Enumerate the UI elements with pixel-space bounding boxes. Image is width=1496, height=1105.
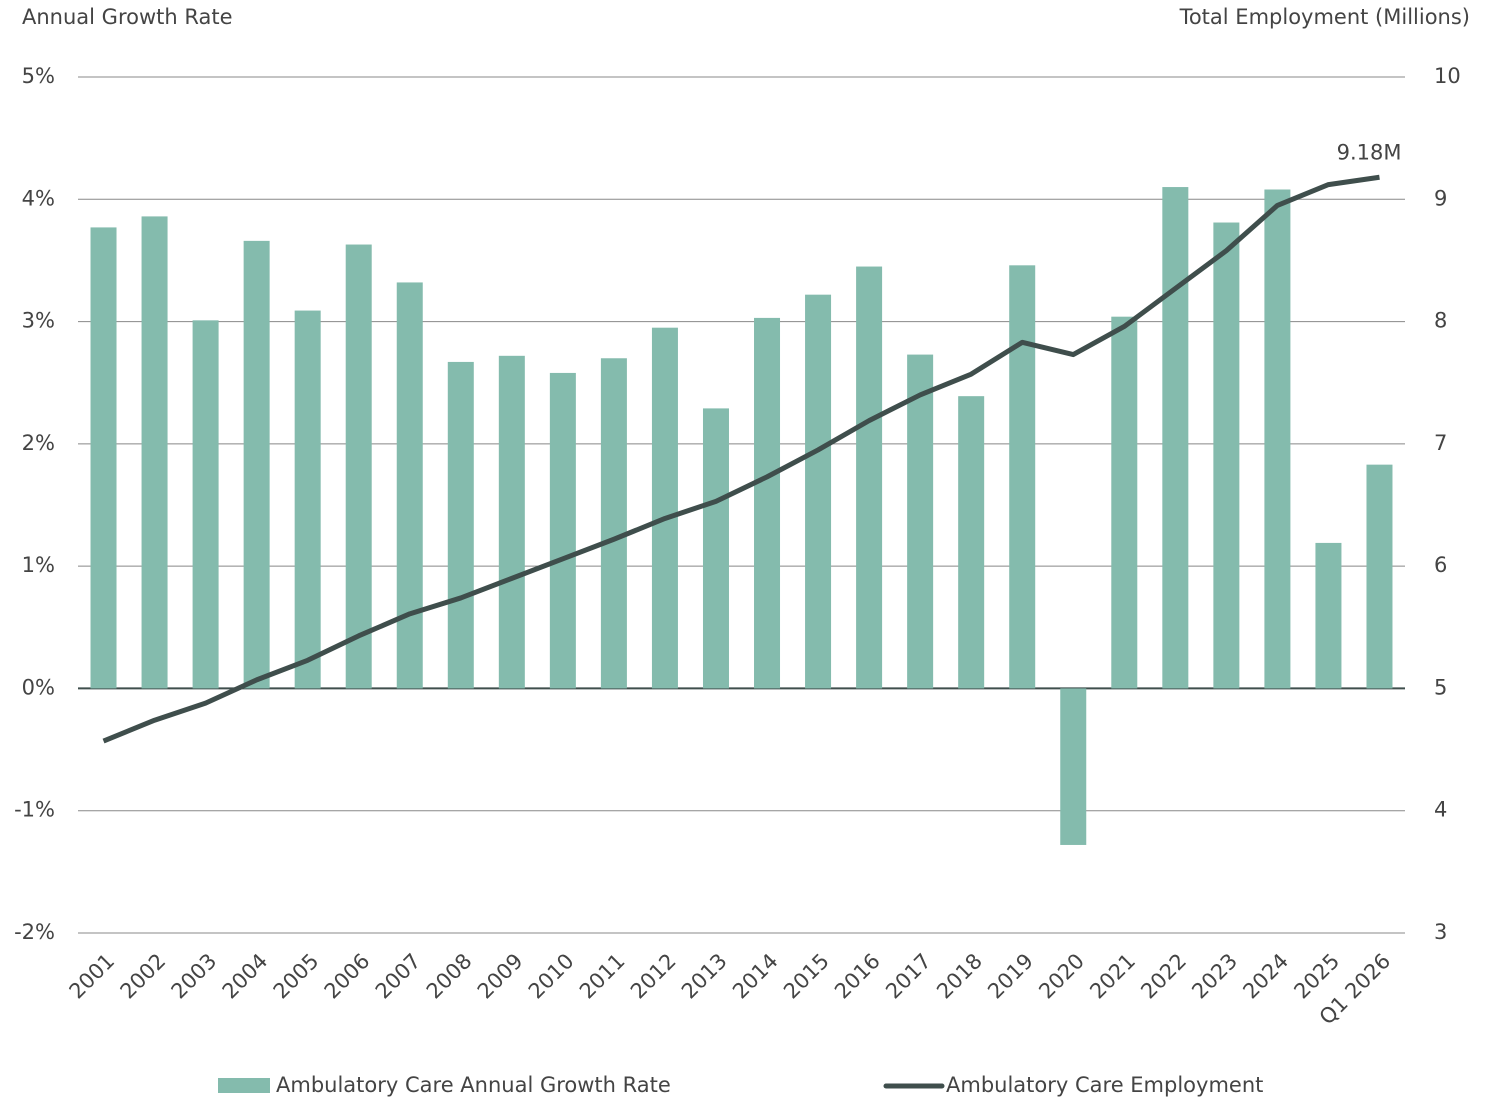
x-tick-label: 2022 — [1136, 949, 1191, 1004]
x-tick-label: 2017 — [881, 949, 936, 1004]
x-tick-label: 2007 — [371, 949, 426, 1004]
legend-swatch — [218, 1078, 270, 1093]
x-tick-label: 2014 — [728, 949, 783, 1004]
bar — [856, 266, 883, 689]
y-tick-label: 5% — [22, 64, 55, 88]
x-tick-label: 2009 — [473, 949, 528, 1004]
x-tick-label: 2019 — [983, 949, 1038, 1004]
y2-axis-title: Total Employment (Millions) — [1179, 5, 1470, 29]
x-tick-label: 2004 — [218, 949, 273, 1004]
x-tick-label: 2023 — [1187, 949, 1242, 1004]
y2-tick-label: 9 — [1434, 186, 1447, 210]
bar — [447, 361, 474, 689]
x-tick-label: 2001 — [65, 949, 120, 1004]
x-tick-label: 2012 — [626, 949, 681, 1004]
y-tick-label: 3% — [22, 309, 55, 333]
x-tick-label: 2015 — [779, 949, 834, 1004]
bar — [294, 310, 321, 689]
x-tick-label: 2024 — [1238, 949, 1293, 1004]
y-axis-title: Annual Growth Rate — [22, 5, 233, 29]
bar — [345, 244, 372, 689]
bar — [141, 216, 168, 689]
x-tick-label: 2008 — [422, 949, 477, 1004]
bar — [90, 227, 117, 689]
x-tick-label: 2003 — [167, 949, 222, 1004]
bar — [651, 327, 678, 689]
y-tick-label: 1% — [22, 553, 55, 577]
bar — [1366, 464, 1393, 689]
x-tick-label: 2002 — [116, 949, 171, 1004]
x-tick-label: 2011 — [575, 949, 630, 1004]
x-tick-label: 2006 — [320, 949, 375, 1004]
bar — [754, 317, 781, 689]
x-tick-label: 2013 — [677, 949, 732, 1004]
line — [102, 174, 1380, 744]
y2-tick-label: 6 — [1434, 553, 1447, 577]
bar — [958, 396, 985, 689]
bar — [1009, 265, 1036, 689]
y2-tick-label: 5 — [1434, 675, 1447, 699]
bar — [192, 320, 219, 689]
y2-tick-label: 8 — [1434, 309, 1447, 333]
y-tick-label: 0% — [22, 675, 55, 699]
y2-tick-label: 7 — [1434, 431, 1447, 455]
y2-tick-label: 3 — [1434, 920, 1447, 944]
x-tick-label: 2010 — [524, 949, 579, 1004]
legend-label: Ambulatory Care Employment — [946, 1073, 1263, 1097]
x-tick-label: 2016 — [830, 949, 885, 1004]
bar — [1162, 187, 1189, 689]
bar — [396, 282, 423, 689]
y-tick-label: 2% — [22, 431, 55, 455]
bar — [1213, 222, 1240, 689]
bar — [805, 294, 832, 689]
data-label: 9.18M — [1337, 140, 1402, 164]
y2-tick-label: 10 — [1434, 64, 1461, 88]
y-tick-label: -2% — [14, 920, 55, 944]
bar — [1315, 542, 1342, 689]
bar — [1060, 688, 1087, 845]
bar — [243, 240, 270, 689]
y-tick-label: -1% — [14, 798, 55, 822]
bar — [702, 408, 729, 689]
bar — [549, 372, 576, 689]
bar — [1264, 189, 1291, 689]
y2-tick-label: 4 — [1434, 798, 1447, 822]
bar — [907, 354, 934, 689]
legend-label: Ambulatory Care Annual Growth Rate — [276, 1073, 671, 1097]
bar — [1111, 316, 1138, 689]
bar — [498, 355, 525, 689]
bar — [600, 358, 627, 689]
x-tick-label: 2020 — [1034, 949, 1089, 1004]
x-tick-label: 2021 — [1085, 949, 1140, 1004]
x-tick-label: 2018 — [932, 949, 987, 1004]
x-tick-label: 2005 — [269, 949, 324, 1004]
y-tick-label: 4% — [22, 186, 55, 210]
